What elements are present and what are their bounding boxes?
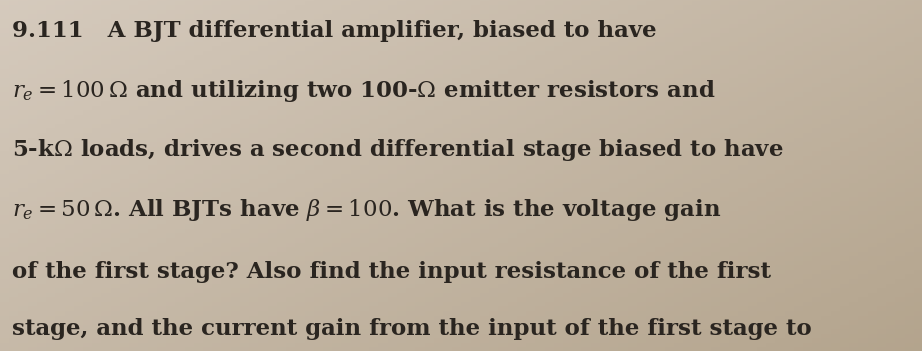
Text: 9.111   A BJT differential amplifier, biased to have: 9.111 A BJT differential amplifier, bias… — [12, 20, 656, 42]
Text: $r_e = 100\,\Omega$ and utilizing two 100-$\Omega$ emitter resistors and: $r_e = 100\,\Omega$ and utilizing two 10… — [12, 78, 715, 104]
Text: of the first stage? Also find the input resistance of the first: of the first stage? Also find the input … — [12, 260, 771, 283]
Text: 5-k$\Omega$ loads, drives a second differential stage biased to have: 5-k$\Omega$ loads, drives a second diffe… — [12, 137, 784, 163]
Text: $r_e = 50\,\Omega$. All BJTs have $\beta = 100$. What is the voltage gain: $r_e = 50\,\Omega$. All BJTs have $\beta… — [12, 197, 721, 223]
Text: stage, and the current gain from the input of the first stage to: stage, and the current gain from the inp… — [12, 318, 811, 340]
